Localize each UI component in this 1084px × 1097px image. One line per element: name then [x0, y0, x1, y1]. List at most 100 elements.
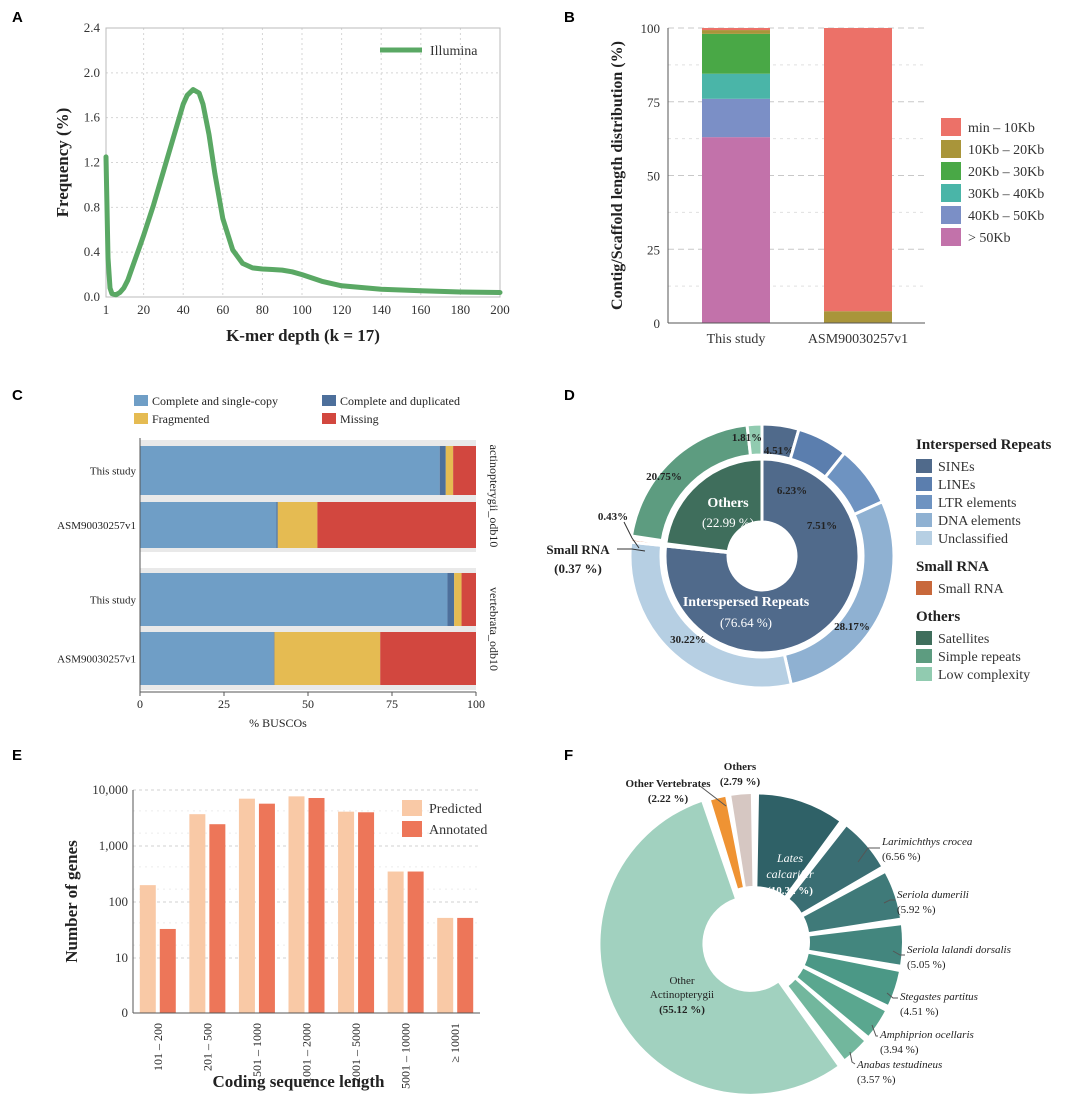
x-tick-label: 1 [103, 302, 110, 317]
inner-label-name: Others [707, 496, 749, 511]
x-tick-label: 200 [490, 302, 510, 317]
taxon-slice [797, 968, 885, 1036]
legend-label: Simple repeats [938, 650, 1021, 665]
gene-count-bar [139, 885, 156, 1013]
inner-label-value: (76.64 %) [720, 615, 772, 630]
legend-swatch [402, 800, 422, 816]
legend-swatch [402, 821, 422, 837]
legend-swatch [941, 184, 961, 202]
stacked-bar-segment [702, 30, 770, 34]
series-line-illumina [103, 87, 503, 298]
legend-group-title: Interspersed Repeats [916, 437, 1052, 453]
slice-label-value: (2.22 %) [648, 793, 689, 805]
y-tick-label: 0 [122, 1005, 129, 1020]
leader-line [699, 785, 727, 807]
taxon-slice [711, 796, 743, 889]
stacked-bar-segment [824, 28, 892, 312]
slice-label-value: (55.12 %) [659, 1004, 705, 1016]
gene-count-bar [437, 917, 454, 1013]
x-tick-label: 100 [292, 302, 312, 317]
legend-swatch [916, 459, 932, 473]
y-tick-label: 1,000 [99, 838, 128, 853]
taxon-slice [731, 794, 753, 887]
slice-label-value: (5.92 %) [897, 904, 936, 916]
busco-bar-segment [140, 573, 448, 626]
busco-bar-segment [274, 632, 381, 685]
slice-label-value: (3.94 %) [880, 1044, 919, 1056]
panel-label-e: E [12, 747, 22, 764]
y-axis-label: Contig/Scaffold length distribution (%) [609, 41, 626, 310]
leader-line [871, 1024, 878, 1037]
busco-bar-segment [453, 446, 476, 495]
x-tick-label: 80 [256, 302, 269, 317]
panel-label-c: C [12, 387, 23, 404]
legend-label: Complete and single-copy [152, 394, 278, 408]
panel-a-kmer-chart: 1 20 40 60 80 100 120 140 160 180 2000.00.40.81.21… [53, 20, 510, 345]
panel-b-length-chart: 0 25 50 75 100 This study ASM90030257v1 Contig/… [609, 21, 1044, 347]
y-tick-label: 0 [654, 316, 661, 331]
legend-label: 20Kb – 30Kb [968, 165, 1044, 180]
panel-label-f: F [564, 747, 573, 764]
leader-line [892, 950, 905, 956]
legend-label: Missing [340, 412, 379, 426]
row-label: ASM90030257v1 [57, 654, 136, 666]
stacked-bar-segment [702, 73, 770, 99]
slice-label-name-2: Actinopterygii [650, 989, 714, 1001]
panel-f-taxonomy-donut: Lates calcarifer (10.32 %) Larimichthys cro… [600, 761, 1011, 1094]
busco-bar-segment [140, 632, 274, 685]
y-tick-label: 1.6 [84, 110, 101, 125]
legend-swatch [941, 118, 961, 136]
x-tick-label: 50 [302, 697, 314, 711]
legend-label: LTR elements [938, 496, 1016, 511]
slice-label-value: (6.56 %) [882, 851, 921, 863]
x-axis-label: Coding sequence length [213, 1072, 385, 1091]
slice-label-value: (5.05 %) [907, 959, 946, 971]
x-tick-label: 75 [386, 697, 398, 711]
slice-label-name: Anabas testudineus [856, 1059, 942, 1071]
x-tick-label: 1001 – 2000 [300, 1023, 314, 1083]
x-tick-label: 40 [177, 302, 190, 317]
legend-label: Satellites [938, 632, 989, 647]
inner-label-value: (0.37 %) [554, 561, 602, 576]
y-tick-label: 0.4 [84, 244, 101, 259]
x-tick-label: 101 – 200 [151, 1023, 165, 1071]
gene-count-bar [288, 796, 305, 1013]
inner-slice [663, 457, 861, 655]
legend-swatch [916, 667, 932, 681]
panel-d-repeat-donut: 4.51% 6.23% 7.51% 28.17% 30.22% 0.43% 20.75% 1.… [546, 422, 1052, 690]
busco-bar-segment [276, 502, 278, 548]
stacked-bar-segment [702, 137, 770, 323]
busco-bar-segment [277, 502, 318, 548]
y-tick-label: 2.4 [84, 20, 101, 35]
gene-count-bar [189, 814, 206, 1013]
slice-percent-label: 7.51% [807, 520, 837, 532]
x-axis-label: % BUSCOs [249, 716, 307, 730]
legend-swatch [322, 395, 336, 406]
legend-label: Annotated [429, 823, 487, 838]
legend-group-title: Others [916, 609, 960, 625]
legend-swatch [916, 581, 932, 595]
gene-count-bar [209, 824, 226, 1013]
x-tick-label: 201 – 500 [200, 1023, 214, 1071]
y-tick-label: 100 [641, 21, 661, 36]
legend-label: 10Kb – 20Kb [968, 143, 1044, 158]
taxon-slice [788, 979, 865, 1059]
panel-label-b: B [564, 9, 575, 26]
slice-percent-label: 0.43% [598, 511, 628, 523]
legend-label: SINEs [938, 460, 975, 475]
outer-slice [745, 422, 764, 458]
legend-swatch [941, 206, 961, 224]
legend-swatch [134, 413, 148, 424]
legend-label: DNA elements [938, 514, 1021, 529]
x-tick-label: 60 [216, 302, 229, 317]
legend-label: Low complexity [938, 668, 1030, 683]
taxon-slice [757, 794, 840, 896]
gene-count-bar [358, 812, 375, 1013]
slice-label-name: Larimichthys crocea [881, 836, 973, 848]
x-tick-label: ≥ 10001 [448, 1023, 462, 1063]
y-axis-label: Frequency (%) [53, 108, 72, 218]
stacked-bar-segment [702, 28, 770, 31]
busco-bar-segment [461, 573, 476, 626]
taxon-slice [789, 826, 881, 913]
